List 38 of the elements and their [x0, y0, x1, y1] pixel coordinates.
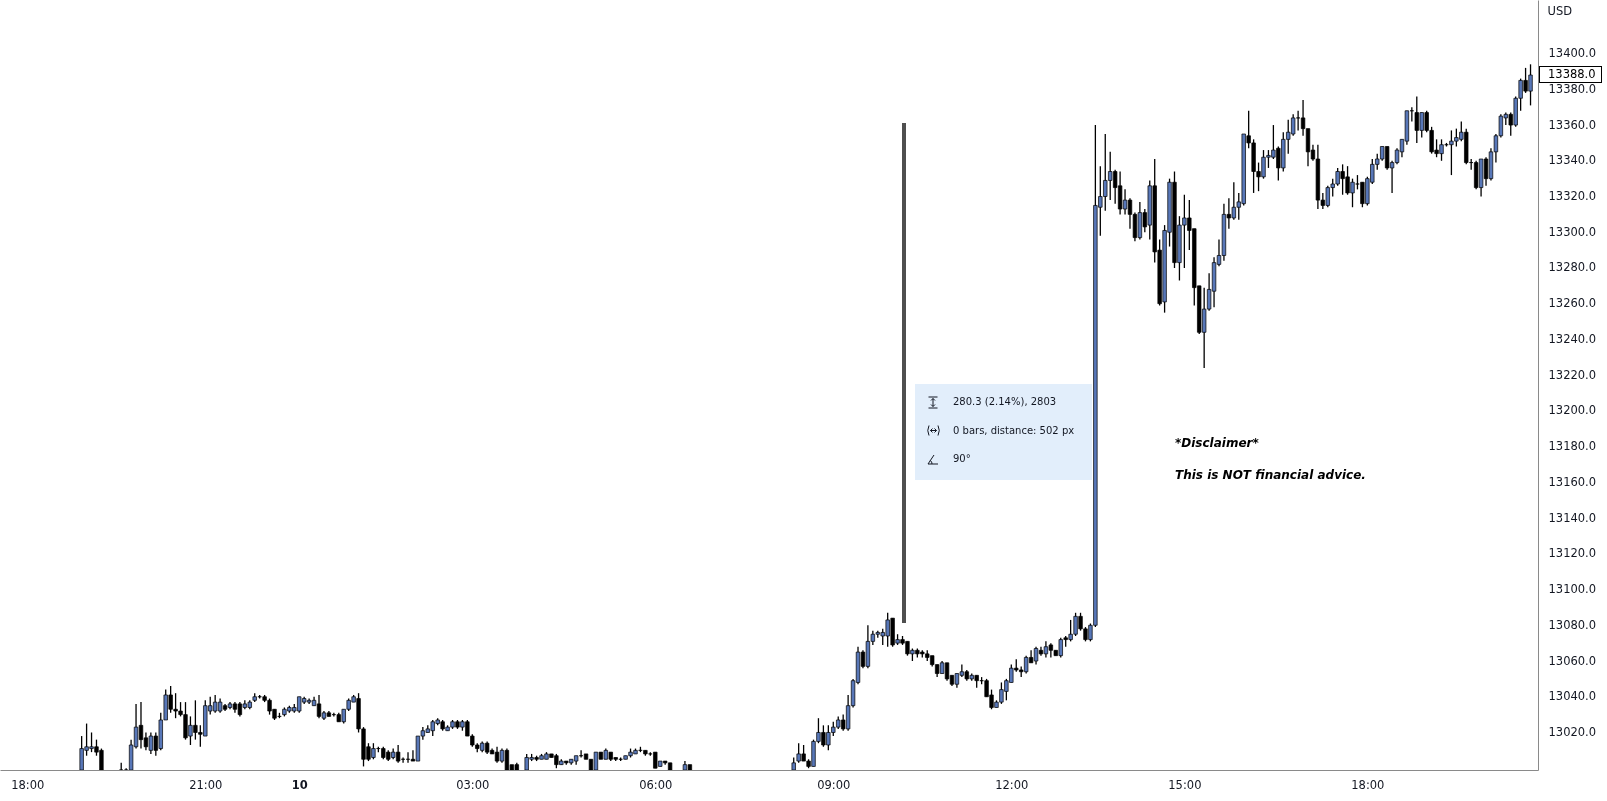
y-tick-label: 13340.0 [1548, 153, 1597, 168]
y-tick-label: 13040.0 [1548, 689, 1597, 704]
text: 13388.0 [1539, 66, 1602, 83]
x-tick-label: 18:00 [1351, 777, 1385, 792]
x-tick-label: 09:00 [817, 777, 851, 792]
y-tick-label: 13020.0 [1548, 724, 1597, 739]
y-tick-label: 13400.0 [1548, 46, 1597, 61]
y-tick-label: 13240.0 [1548, 331, 1597, 346]
y-tick-label: 13300.0 [1548, 224, 1597, 239]
annotation: This is NOT financial advice. [1175, 468, 1366, 482]
y-tick-label: 13260.0 [1548, 296, 1597, 311]
y-tick-label: 13220.0 [1548, 367, 1597, 382]
x-tick-label: 06:00 [639, 777, 673, 792]
y-tick-label: 13060.0 [1548, 653, 1597, 668]
x-tick-label: 10 [291, 777, 308, 792]
y-tick-label: 13100.0 [1548, 582, 1597, 597]
annotation: 90° [953, 453, 971, 465]
x-tick-label: 12:00 [995, 777, 1029, 792]
y-tick-label: 13180.0 [1548, 439, 1597, 454]
y-tick-label: 13360.0 [1548, 117, 1597, 132]
x-tick-label: 15:00 [1168, 777, 1202, 792]
y-tick-label: 13160.0 [1548, 474, 1597, 489]
annotation: 0 bars, distance: 502 px [953, 424, 1075, 437]
annotation: 280.3 (2.14%), 2803 [953, 396, 1057, 408]
y-tick-label: 13200.0 [1548, 403, 1597, 418]
x-tick-label: 03:00 [456, 777, 490, 792]
candlestick [138, 702, 144, 749]
x-tick-label: 18:00 [11, 777, 45, 792]
y-tick-label: 13280.0 [1548, 260, 1597, 275]
x-tick-label: 21:00 [189, 777, 223, 792]
y-tick-label: 13380.0 [1548, 81, 1597, 96]
y-tick-label: 13140.0 [1548, 510, 1597, 525]
y-tick-label: 13080.0 [1548, 617, 1597, 632]
y-tick-label: 13320.0 [1548, 189, 1597, 204]
y-axis-title: USD [1547, 3, 1573, 18]
y-tick-label: 13120.0 [1548, 546, 1597, 561]
annotation: *Disclaimer* [1175, 436, 1259, 450]
info-box: 280.3 (2.14%), 2803 0 bars, distance: 502 px 90° [915, 384, 1092, 480]
